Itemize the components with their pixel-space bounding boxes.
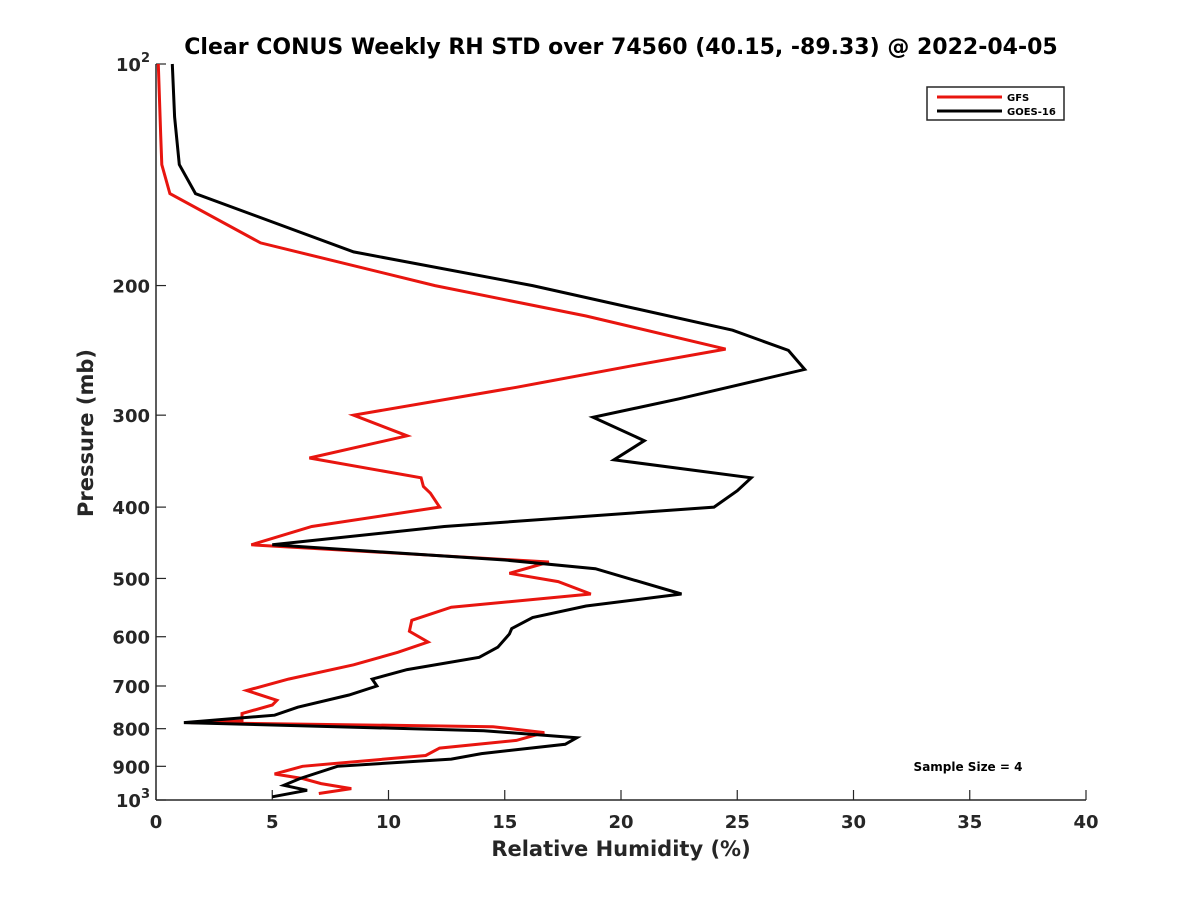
x-tick-label: 0 [150, 812, 163, 833]
y-tick-label: 500 [112, 569, 150, 590]
y-tick-label: 900 [112, 757, 150, 778]
legend: GFS GOES-16 [926, 86, 1065, 121]
legend-box [926, 86, 1065, 121]
x-tick-label: 35 [957, 812, 982, 833]
axes-frame [155, 64, 1086, 801]
chart-title: Clear CONUS Weekly RH STD over 74560 (40… [184, 35, 1057, 60]
y-tick-base: 10 [116, 791, 141, 812]
y-tick-label: 400 [112, 498, 150, 519]
x-tick-label: 30 [841, 812, 866, 833]
y-tick-label: 600 [112, 628, 150, 649]
x-tick-label: 15 [492, 812, 517, 833]
legend-label: GFS [1007, 93, 1029, 104]
series-layer [156, 63, 808, 799]
y-tick-label: 103 [116, 787, 150, 812]
y-tick-label: 102 [116, 51, 150, 76]
x-tick-label: 40 [1073, 812, 1098, 833]
y-axis-label: Pressure (mb) [74, 349, 98, 517]
x-axis-ticks: 0 5 10 15 20 25 30 35 40 [150, 790, 1099, 833]
x-tick-label: 25 [725, 812, 750, 833]
x-tick-label: 20 [608, 812, 633, 833]
y-tick-label: 700 [112, 677, 150, 698]
y-tick-label: 800 [112, 720, 150, 741]
y-tick-exponent: 3 [141, 787, 150, 802]
y-tick-base: 10 [116, 55, 141, 76]
series-line-goes-16 [170, 63, 808, 799]
legend-label: GOES-16 [1007, 107, 1056, 118]
sample-size-annotation: Sample Size = 4 [914, 760, 1023, 774]
y-tick-label: 300 [112, 406, 150, 427]
series-line-gfs [156, 63, 726, 795]
y-tick-label: 200 [112, 277, 150, 298]
y-tick-exponent: 2 [141, 51, 150, 66]
x-tick-label: 10 [376, 812, 401, 833]
x-tick-label: 5 [266, 812, 279, 833]
x-axis-label: Relative Humidity (%) [491, 837, 750, 861]
